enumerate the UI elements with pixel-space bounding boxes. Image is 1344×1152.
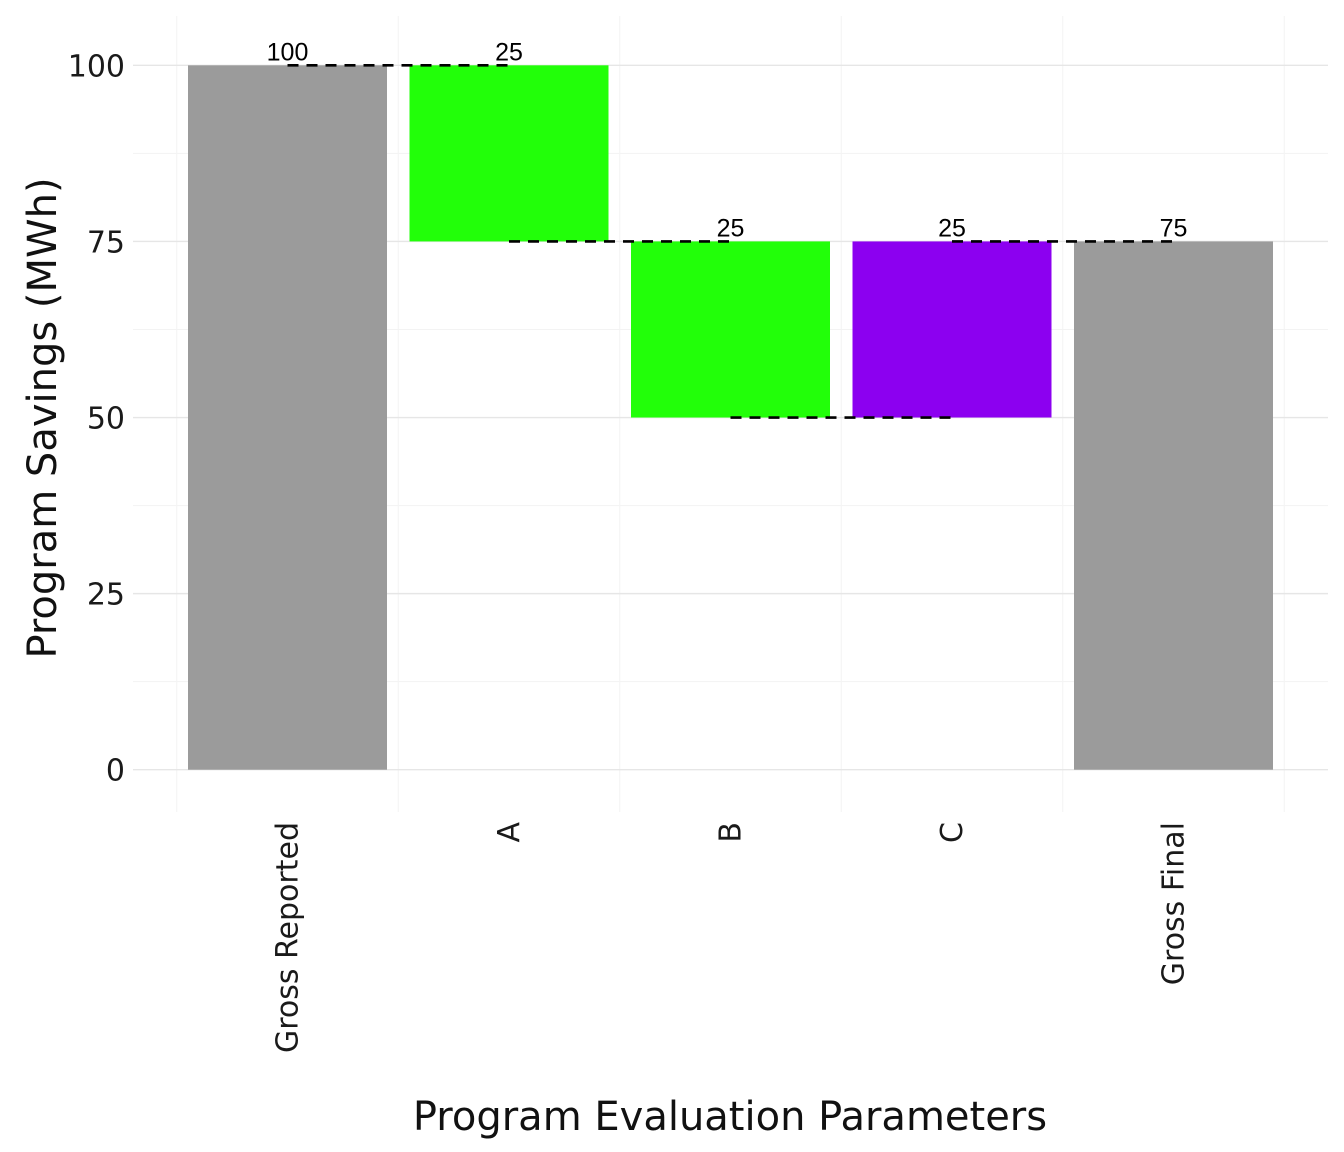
x-tick-label: A	[492, 822, 527, 843]
bar-a	[409, 65, 609, 242]
x-tick-label: B	[714, 822, 749, 843]
data-label: 25	[717, 214, 745, 242]
y-tick-label: 75	[87, 225, 125, 260]
y-tick-label: 0	[106, 754, 125, 789]
data-label: 100	[267, 38, 309, 66]
x-tick-label: C	[935, 822, 970, 843]
bar-c	[852, 241, 1052, 418]
bar-gross-final	[1074, 241, 1273, 770]
y-tick-label: 50	[87, 402, 125, 437]
data-label: 75	[1160, 214, 1188, 242]
x-tick-label: Gross Reported	[271, 822, 306, 1053]
bar-b	[631, 241, 830, 418]
data-label: 25	[938, 214, 966, 242]
y-tick-label: 100	[68, 49, 125, 84]
bars	[188, 65, 1273, 770]
y-tick-label: 25	[87, 578, 125, 613]
bar-gross-reported	[188, 65, 387, 770]
x-axis-title: Program Evaluation Parameters	[413, 1094, 1047, 1140]
x-axis-ticks: Gross Reported A B C Gross Final	[271, 822, 1192, 1054]
data-labels: 100 25 25 25 75	[267, 38, 1188, 242]
y-axis-ticks: 0 25 50 75 100	[68, 49, 125, 788]
data-label: 25	[495, 38, 523, 66]
x-tick-label: Gross Final	[1157, 822, 1192, 985]
y-axis-title: Program Savings (MWh)	[20, 177, 66, 658]
